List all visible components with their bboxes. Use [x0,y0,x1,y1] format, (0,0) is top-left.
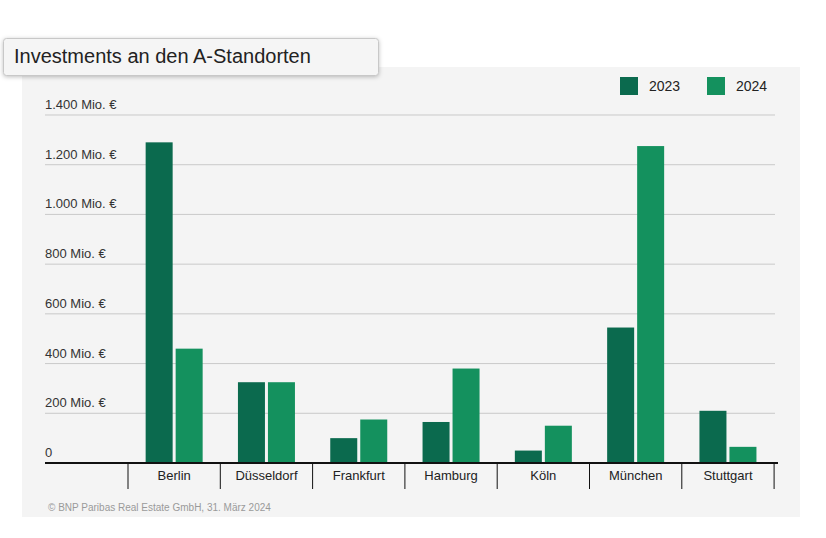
tick-label: 400 Mio. € [45,346,106,361]
bar [423,422,450,463]
bar [545,426,572,463]
tick-label: 1.400 Mio. € [45,97,117,112]
category-label: Köln [530,468,556,483]
category-separator [774,463,775,489]
category-separator [681,463,682,489]
bars [146,142,757,463]
category-separator [589,463,590,489]
bar [268,382,295,463]
bar [699,411,726,463]
bar [238,382,265,463]
category-separator [497,463,498,489]
category-label: Frankfurt [333,468,385,483]
category-label: Berlin [158,468,191,483]
legend-swatch [620,77,638,95]
bar [360,420,387,464]
category-label: München [609,468,662,483]
tick-label: 800 Mio. € [45,246,106,261]
chart: 0 200 Mio. € 400 Mio. € 600 Mio. € 800 Mio. … [0,0,826,538]
grid-line [45,115,775,116]
bar [637,146,664,463]
category-separator [220,463,221,489]
legend-label: 2023 [649,78,680,94]
tick-label: 1.200 Mio. € [45,147,117,162]
legend-label: 2024 [736,78,767,94]
title-box [4,39,379,76]
category-separator [128,463,129,489]
bar [330,438,357,463]
tick-label: 200 Mio. € [45,395,106,410]
bar [607,328,634,463]
bar [453,369,480,463]
category-label: Stuttgart [703,468,753,483]
title: Investments an den A-Standorten [14,45,311,67]
axis-line [45,462,778,464]
source: © BNP Paribas Real Estate GmbH, 31. März… [48,502,271,513]
bar [146,142,173,463]
panel [22,67,800,517]
bar [515,451,542,463]
tick-label: 600 Mio. € [45,296,106,311]
bar [176,349,203,463]
category-separator [312,463,313,489]
tick-label: 0 [45,445,52,460]
category-label: Hamburg [424,468,477,483]
category-label: Düsseldorf [235,468,298,483]
legend-swatch [707,77,725,95]
category-separator [404,463,405,489]
tick-label: 1.000 Mio. € [45,196,117,211]
bar [729,447,756,463]
